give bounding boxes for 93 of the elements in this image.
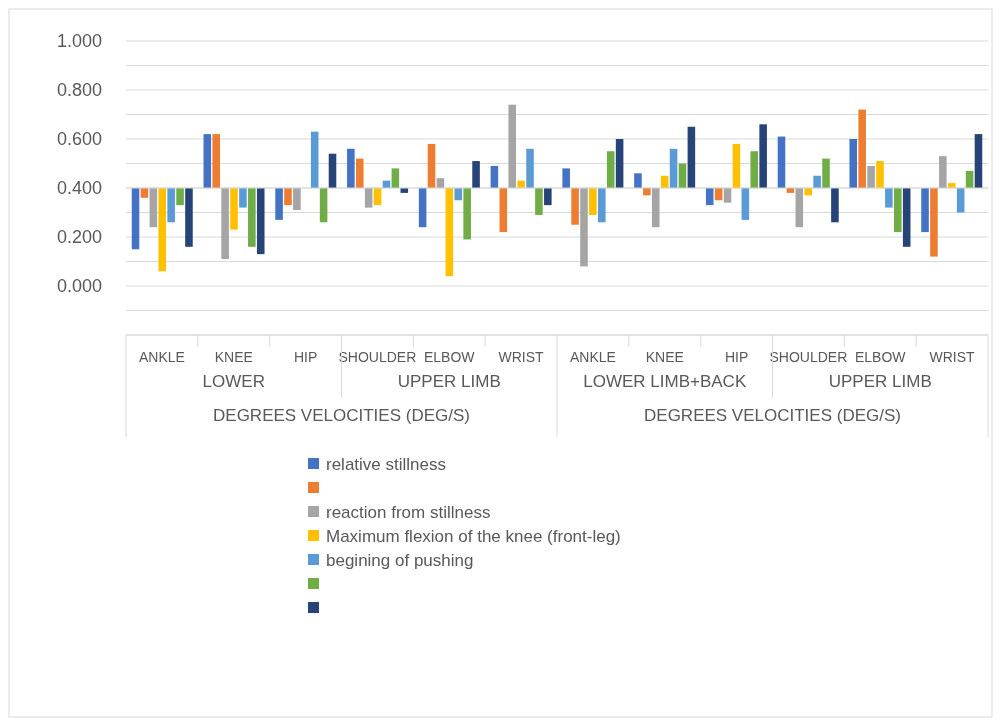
bar [732,143,741,188]
bar [203,134,212,188]
bar [902,188,911,247]
bar [885,188,893,208]
bar [669,148,678,188]
x-tick-label: ELBOW [854,348,907,365]
bar [472,161,480,188]
bar [777,136,786,188]
bar [956,188,965,213]
bar [741,188,750,220]
text: DEGREES VELOCITIES (DEG/S) [213,405,470,425]
bar [427,143,436,188]
bar [284,188,292,206]
bar [454,188,463,201]
bar [212,134,220,188]
bar [293,188,301,211]
legend-label: Maximum flexion of the knee (front-leg) [326,526,621,546]
x-tick-label: SHOULDER [769,348,848,365]
x-tick-label: WRIST [929,348,976,365]
x-tick-label: ELBOW [423,348,476,365]
text: UPPER LIMB [397,371,501,391]
bar [867,165,875,188]
bar [813,175,821,188]
x-tick-label: SHOULDER [338,348,417,365]
bar [176,188,184,206]
bar [310,131,319,188]
bar [606,151,615,188]
x-tick-label: HIP [293,348,318,365]
y-tick-label: 0.000 [56,276,102,297]
y-tick-label: 1.000 [56,31,102,52]
bar [562,168,570,188]
bar [248,188,256,247]
bar [535,188,543,215]
bar [822,158,830,188]
text: LOWER [202,371,265,391]
x-tick-label: WRIST [498,348,545,365]
bar [364,188,373,208]
bar [275,188,283,220]
bar [589,188,597,215]
bar [921,188,929,233]
bar [508,104,516,188]
bar [750,151,759,188]
bar [634,173,642,188]
text: LOWER LIMB+BACK [583,371,747,391]
bar [445,188,454,277]
bar [463,188,471,240]
bar [158,188,167,272]
bar [831,188,839,223]
bar [759,124,767,188]
bar [580,188,588,267]
bar [939,156,947,188]
bar [858,109,866,188]
bar [167,188,175,223]
bar [526,148,534,188]
bar [974,134,983,188]
text: DEGREES VELOCITIES (DEG/S) [644,405,901,425]
y-tick-label: 0.600 [56,129,102,150]
bar [651,188,660,228]
legend-label: begining of pushing [326,550,474,570]
bar [544,188,552,206]
y-tick-label: 0.800 [56,80,102,101]
bar [849,139,858,188]
bar [598,188,606,223]
bar [355,158,364,188]
bar [705,188,714,206]
bar [795,188,804,228]
x-tick-label: HIP [724,348,749,365]
bar [876,161,884,188]
bar [930,188,938,257]
bar [418,188,427,228]
bar [499,188,508,233]
y-tick-label: 0.200 [56,227,102,248]
bar [256,188,265,255]
bar [894,188,902,233]
bar [131,188,140,250]
bar [185,188,193,247]
y-tick-label: 0.400 [56,178,102,199]
bar [347,148,355,188]
bar [230,188,238,230]
x-tick-label: KNEE [645,348,684,365]
x-tick-label: ANKLE [569,348,616,365]
bar [239,188,247,208]
bar [571,188,579,225]
legend-label: relative stillness [326,454,446,474]
bar [391,168,400,188]
bar [687,126,696,188]
bar [615,139,624,188]
x-tick-label: ANKLE [138,348,185,365]
legend-label: reaction from stillness [326,502,491,522]
bar [221,188,229,260]
text: UPPER LIMB [828,371,932,391]
bar [149,188,158,228]
x-tick-label: KNEE [214,348,253,365]
